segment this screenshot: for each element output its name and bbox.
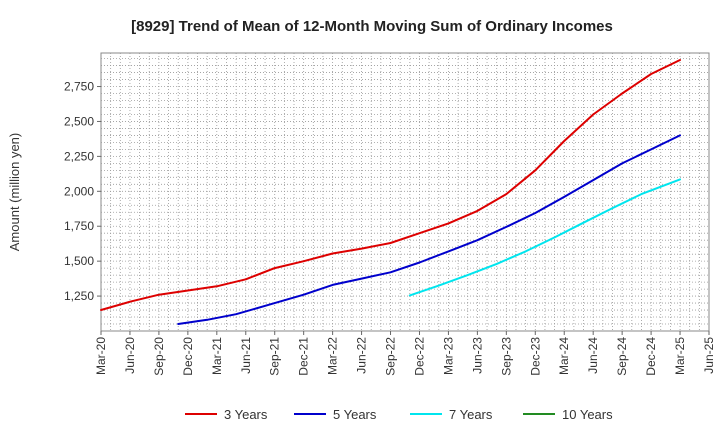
series-lines (100, 59, 681, 325)
x-tick-label: Sep-21 (268, 337, 282, 376)
legend-label: 10 Years (562, 407, 613, 422)
y-tick-label: 2,750 (64, 80, 94, 94)
x-tick-label: Mar-22 (326, 337, 340, 375)
x-tick-label: Mar-25 (673, 337, 687, 375)
legend-label: 7 Years (449, 407, 493, 422)
x-tick-label: Sep-20 (152, 337, 166, 376)
x-tick-label: Jun-24 (586, 337, 600, 374)
y-tick-label: 2,500 (64, 114, 94, 128)
x-tick-label: Dec-20 (181, 337, 195, 376)
x-tick-label: Dec-22 (412, 337, 426, 376)
y-axis-label: Amount (million yen) (7, 133, 22, 252)
series-line-5-years (177, 134, 681, 325)
x-tick-label: Jun-23 (470, 337, 484, 374)
x-tick-label: Jun-25 (702, 337, 716, 374)
x-tick-label: Dec-24 (644, 337, 658, 376)
y-tick-label: 1,250 (64, 289, 94, 303)
x-tick-label: Sep-22 (384, 337, 398, 376)
y-tick-label: 1,500 (64, 254, 94, 268)
grid-lines (101, 53, 709, 331)
chart-title: [8929] Trend of Mean of 12-Month Moving … (131, 18, 613, 35)
y-tick-label: 2,250 (64, 149, 94, 163)
x-tick-label: Sep-24 (615, 337, 629, 376)
y-tick-label: 1,750 (64, 219, 94, 233)
series-line-7-years (408, 178, 681, 297)
legend-label: 3 Years (224, 407, 268, 422)
legend: 3 Years 5 Years 7 Years 10 Years (185, 407, 613, 422)
x-axis: Mar-20 Jun-20 Sep-20 Dec-20 Mar-21 Jun-21 Sep-… (94, 331, 716, 376)
x-tick-label: Dec-23 (528, 337, 542, 376)
x-tick-label: Jun-22 (355, 337, 369, 374)
plot-area (100, 52, 710, 332)
x-tick-label: Mar-21 (210, 337, 224, 375)
legend-label: 5 Years (333, 407, 377, 422)
series-line-3-years (100, 59, 681, 311)
x-tick-label: Mar-24 (557, 337, 571, 375)
x-tick-label: Dec-21 (297, 337, 311, 376)
y-tick-label: 2,000 (64, 184, 94, 198)
x-tick-label: Mar-23 (441, 337, 455, 375)
x-tick-label: Jun-21 (239, 337, 253, 374)
x-tick-label: Sep-23 (499, 337, 513, 376)
x-tick-label: Jun-20 (123, 337, 137, 374)
x-tick-label: Mar-20 (94, 337, 108, 375)
y-axis: 1,250 1,500 1,750 2,000 2,250 2,500 2,750 (64, 80, 101, 303)
